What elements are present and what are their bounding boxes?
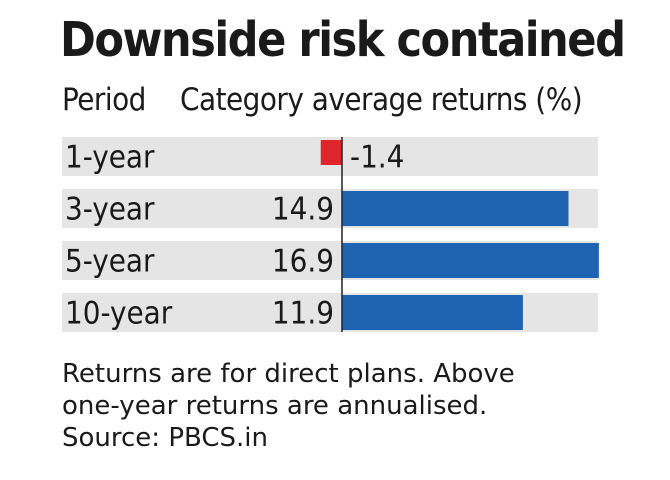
- footnote: Returns are for direct plans. Above one-…: [62, 358, 515, 454]
- bar-3-year: [342, 191, 569, 226]
- category-label: 3-year: [65, 192, 155, 228]
- chart-title: Downside risk contained: [60, 12, 626, 68]
- bar-5-year: [342, 243, 599, 278]
- footnote-line-2: one-year returns are annualised.: [62, 391, 488, 421]
- category-label: 1-year: [65, 140, 155, 176]
- category-label: 10-year: [65, 296, 173, 332]
- footnote-line-3: Source: PBCS.in: [62, 423, 269, 453]
- value-label: 11.9: [272, 296, 334, 332]
- value-label: 14.9: [272, 192, 334, 228]
- bar-10-year: [342, 295, 523, 330]
- category-label: 5-year: [65, 244, 155, 280]
- bar-1-year: [320, 140, 342, 165]
- period-header: Period: [62, 82, 146, 118]
- footnote-line-1: Returns are for direct plans. Above: [62, 359, 515, 389]
- value-label: 16.9: [272, 244, 334, 280]
- value-label: -1.4: [350, 140, 404, 176]
- returns-header: Category average returns (%): [180, 82, 583, 118]
